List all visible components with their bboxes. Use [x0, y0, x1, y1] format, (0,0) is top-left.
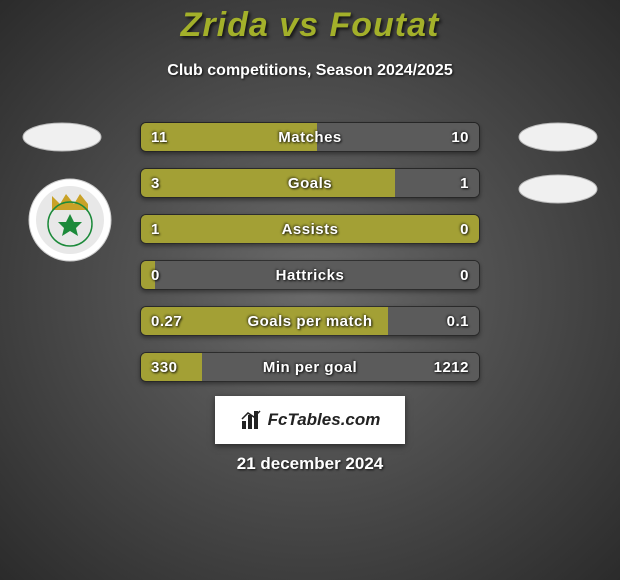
- comparison-card: Zrida vs Foutat Club competitions, Seaso…: [0, 0, 620, 580]
- stat-row: 330 Min per goal 1212: [140, 352, 480, 382]
- stat-label: Hattricks: [141, 261, 479, 289]
- stat-value-right: 0: [460, 261, 469, 289]
- stat-label: Min per goal: [141, 353, 479, 381]
- bar-chart-icon: [240, 409, 262, 431]
- stat-label: Assists: [141, 215, 479, 243]
- stat-value-right: 0.1: [447, 307, 469, 335]
- stat-value-right: 10: [451, 123, 469, 151]
- team-right-logo-placeholder-2: [518, 174, 598, 204]
- page-title: Zrida vs Foutat: [0, 6, 620, 45]
- stat-row: 11 Matches 10: [140, 122, 480, 152]
- stat-row: 0 Hattricks 0: [140, 260, 480, 290]
- stat-value-right: 0: [460, 215, 469, 243]
- source-badge: FcTables.com: [215, 396, 405, 444]
- stat-value-right: 1212: [434, 353, 469, 381]
- team-right-logo-placeholder-1: [518, 122, 598, 152]
- team-left-logo-placeholder: [22, 122, 102, 152]
- stat-row: 0.27 Goals per match 0.1: [140, 306, 480, 336]
- stat-value-right: 1: [460, 169, 469, 197]
- source-label: FcTables.com: [268, 410, 381, 430]
- snapshot-date: 21 december 2024: [0, 454, 620, 474]
- stat-label: Matches: [141, 123, 479, 151]
- stat-row: 1 Assists 0: [140, 214, 480, 244]
- stat-row: 3 Goals 1: [140, 168, 480, 198]
- team-left-club-badge: [28, 178, 112, 262]
- subtitle: Club competitions, Season 2024/2025: [0, 62, 620, 80]
- stat-label: Goals: [141, 169, 479, 197]
- stat-label: Goals per match: [141, 307, 479, 335]
